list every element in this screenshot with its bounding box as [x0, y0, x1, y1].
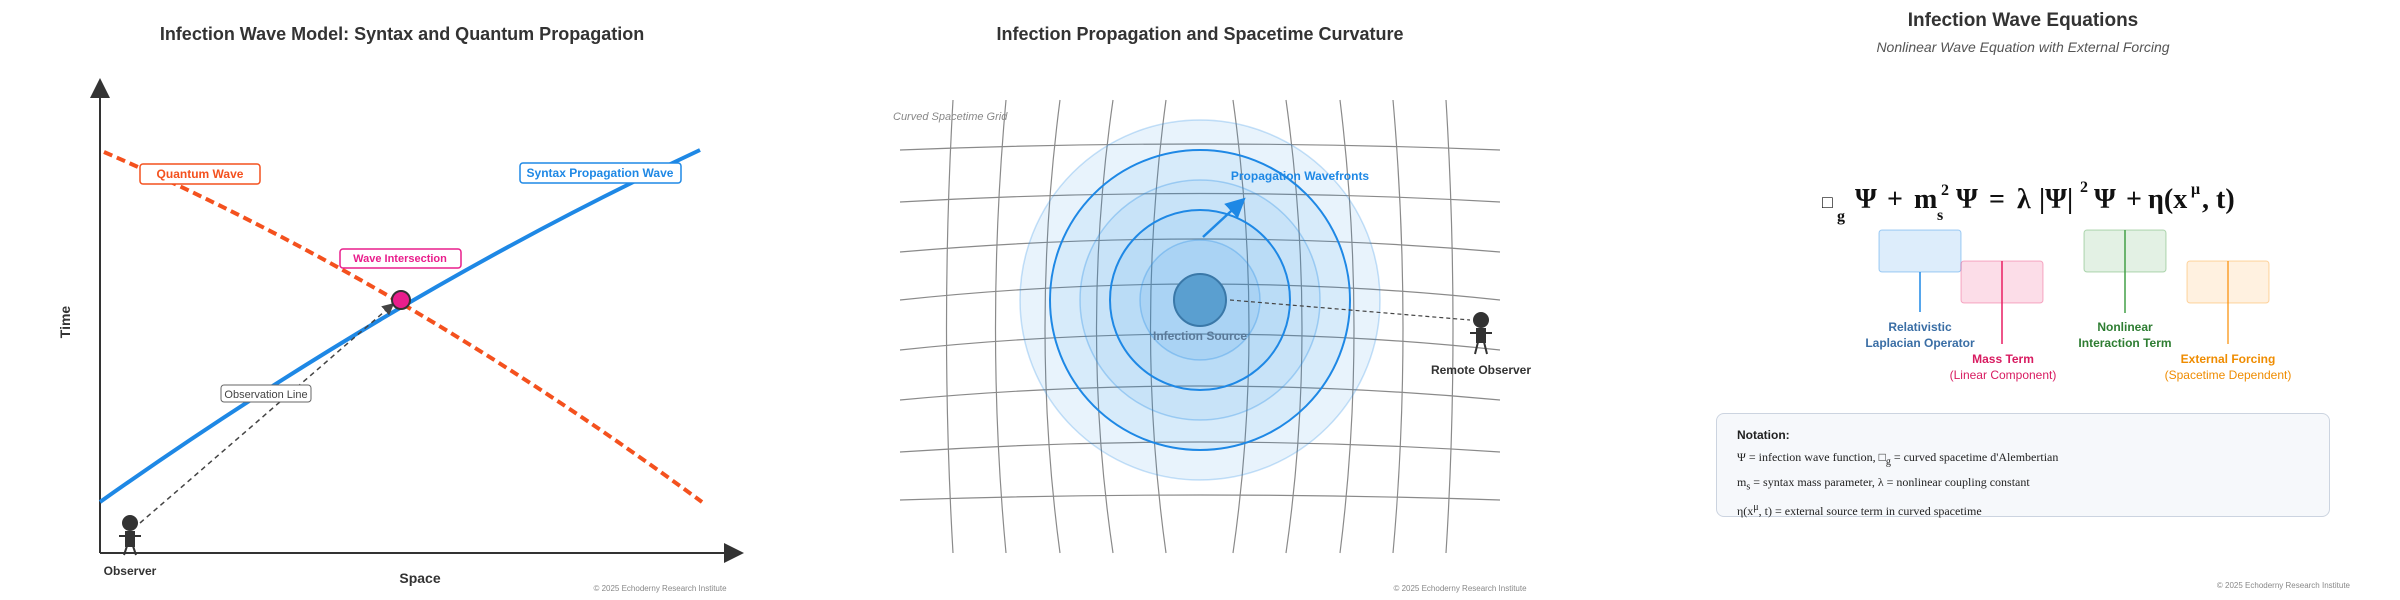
quantum-wave	[103, 150, 704, 504]
term-forcing-line2: (Spacetime Dependent)	[2165, 368, 2292, 382]
wavefront-arrow	[1202, 197, 1246, 238]
syntax-wave-label-text: Syntax Propagation Wave	[527, 166, 674, 180]
observer-label: Observer	[104, 564, 157, 578]
syntax-propagation-wave	[98, 148, 701, 504]
notation-line-2a: m	[1737, 475, 1747, 490]
panel3-copyright: © 2025 Echoderny Research Institute	[2217, 581, 2351, 590]
syntax-wave-label: Syntax Propagation Wave	[519, 162, 682, 184]
panel3-subtitle: Nonlinear Wave Equation with External Fo…	[1876, 39, 2169, 55]
observation-line-label: Observation Line	[220, 384, 312, 403]
wave-intersection-label-text: Wave Intersection	[353, 253, 447, 265]
quantum-wave-label-text: Quantum Wave	[157, 167, 244, 181]
panel1-copyright: © 2025 Echoderny Research Institute	[593, 584, 727, 593]
wave-equation: □ g Ψ + m s 2 Ψ = λ |Ψ| 2 Ψ + η(x μ , t)	[1822, 179, 2235, 225]
remote-observer-label: Remote Observer	[1431, 363, 1531, 377]
term-forcing: External Forcing (Spacetime Dependent)	[2165, 260, 2292, 382]
eq-abs-psi: |Ψ|	[2039, 184, 2073, 215]
curved-grid-label: Curved Spacetime Grid	[893, 111, 1008, 123]
term-mass: Mass Term (Linear Component)	[1950, 260, 2057, 382]
x-axis-label: Space	[399, 570, 440, 586]
eq-sup-2a: 2	[1941, 182, 1949, 199]
notation-title: Notation:	[1737, 428, 1790, 442]
quantum-wave-label: Quantum Wave	[139, 163, 261, 185]
notation-line-1c: = curved spacetime d'Alembertian	[1890, 450, 2059, 464]
notation-line-1: Ψ = infection wave function, □g = curved…	[1737, 450, 2309, 469]
y-axis-label: Time	[57, 306, 73, 339]
wave-intersection-point	[391, 290, 411, 310]
term-forcing-line1: External Forcing	[2181, 352, 2276, 366]
eq-psi-2: Ψ	[1956, 184, 1978, 215]
notation-line-3a: η(x	[1737, 503, 1754, 518]
term-nonlinear: Nonlinear Interaction Term	[2078, 229, 2172, 350]
infection-source	[1173, 273, 1227, 327]
eq-psi-3: Ψ	[2094, 184, 2116, 215]
wavefronts-label: Propagation Wavefronts	[1231, 169, 1370, 183]
eq-psi-1: Ψ	[1855, 184, 1877, 215]
eq-sub-s: s	[1937, 207, 1943, 224]
observation-line-label-text: Observation Line	[224, 389, 307, 401]
observer-icon	[119, 515, 141, 556]
wave-intersection-label: Wave Intersection	[339, 248, 462, 269]
term-laplacian-line2: Laplacian Operator	[1865, 336, 1975, 350]
notation-line-2: ms = syntax mass parameter, λ = nonlinea…	[1737, 475, 2309, 494]
observation-line	[139, 303, 395, 524]
eq-sub-g: g	[1837, 208, 1845, 225]
eq-lambda: λ	[2017, 184, 2031, 215]
eq-eta: η(x	[2148, 184, 2187, 215]
panel2-copyright: © 2025 Echoderny Research Institute	[1393, 584, 1527, 593]
eq-sup-mu: μ	[2191, 181, 2200, 198]
notation-line-2c: = syntax mass parameter, λ = nonlinear c…	[1750, 475, 2030, 490]
notation-line-3c: , t) = external source term in curved sp…	[1758, 503, 1982, 518]
term-nonlinear-line2: Interaction Term	[2078, 336, 2171, 350]
eq-sup-2b: 2	[2080, 179, 2088, 196]
remote-observation-line	[1229, 299, 1471, 321]
notation-line-1a: Ψ = infection wave function, □	[1737, 450, 1886, 464]
term-laplacian-line1: Relativistic	[1888, 320, 1952, 334]
panel1-title: Infection Wave Model: Syntax and Quantum…	[160, 24, 644, 44]
eq-plus-2: +	[2126, 184, 2142, 215]
panel-spacetime: Infection Propagation and Spacetime Curv…	[893, 24, 1531, 593]
remote-observer-icon	[1470, 312, 1492, 355]
panel3-title: Infection Wave Equations	[1908, 10, 2139, 31]
panel-wave-model: Infection Wave Model: Syntax and Quantum…	[57, 24, 744, 593]
term-laplacian: Relativistic Laplacian Operator	[1865, 229, 1975, 350]
term-nonlinear-line1: Nonlinear	[2097, 320, 2153, 334]
term-mass-line2: (Linear Component)	[1950, 368, 2057, 382]
notation-box: Notation: Ψ = infection wave function, □…	[1716, 413, 2330, 518]
panel-equations: Infection Wave Equations Nonlinear Wave …	[1822, 10, 2351, 590]
notation-line-3b: μ	[1753, 501, 1759, 513]
dalembertian-box: □	[1822, 192, 1833, 212]
notation-line-1b: g	[1885, 456, 1891, 468]
eq-m: m	[1914, 184, 1937, 215]
eq-equals: =	[1989, 184, 2005, 215]
eq-tail: , t)	[2202, 184, 2235, 215]
eq-plus-1: +	[1887, 184, 1903, 215]
notation-line-2b: s	[1746, 481, 1751, 493]
infection-source-label: Infection Source	[1153, 329, 1247, 343]
term-mass-line1: Mass Term	[1972, 352, 2034, 366]
notation-line-3: η(xμ, t) = external source term in curve…	[1737, 501, 2309, 518]
panel2-title: Infection Propagation and Spacetime Curv…	[996, 24, 1403, 44]
